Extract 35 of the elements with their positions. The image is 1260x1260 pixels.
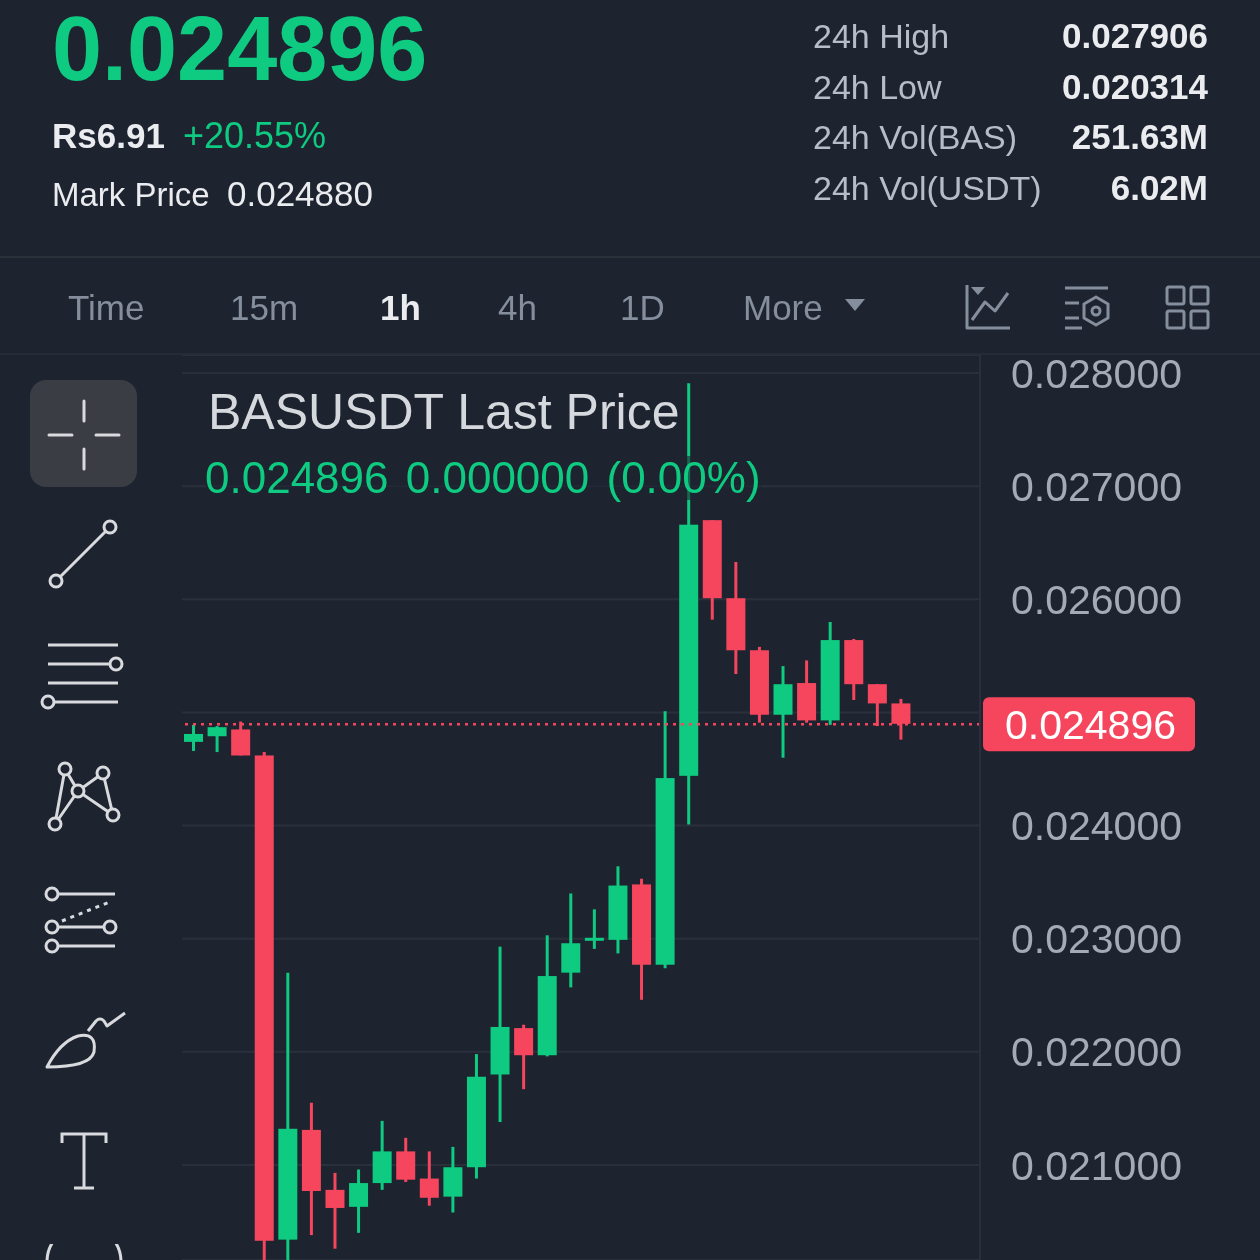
text: 24h Vol(BAS) — [813, 118, 1018, 157]
ref-line-label: 0.024896 — [1005, 701, 1177, 748]
y-tick-label: 0.022000 — [1011, 1029, 1183, 1076]
candlestick — [349, 1169, 369, 1233]
text: 24h High — [813, 17, 950, 56]
text: 4h — [498, 288, 537, 328]
text: +20.55% — [183, 114, 327, 156]
text: 0.024896 0.000000 (0.00%) — [205, 453, 761, 502]
text: 1D — [620, 288, 665, 328]
text: 0.024896 — [52, 0, 428, 99]
text: 0.024880 — [227, 174, 373, 214]
candlestick — [184, 723, 203, 751]
y-tick-label: 0.021000 — [1011, 1142, 1183, 1189]
text: More — [743, 288, 823, 328]
y-tick-label: 0.028000 — [1011, 350, 1183, 397]
text: 0.020314 — [1062, 67, 1208, 107]
text: 0.027906 — [1062, 16, 1208, 56]
candlestick — [325, 1171, 345, 1249]
text: 24h Low — [813, 68, 942, 107]
y-tick-label: 0.027000 — [1011, 463, 1183, 510]
text: 251.63M — [1071, 117, 1208, 157]
text: Mark Price — [52, 176, 210, 214]
y-tick-label: 0.024000 — [1011, 803, 1183, 850]
text: Rs6.91 — [52, 116, 165, 156]
text: 1h — [380, 288, 421, 328]
text: 6.02M — [1110, 168, 1208, 208]
candlestick — [584, 909, 604, 949]
y-tick-label: 0.026000 — [1011, 576, 1183, 623]
y-tick-label: 0.023000 — [1011, 916, 1183, 963]
text: Time — [68, 288, 145, 328]
candlestick — [207, 726, 227, 754]
text: BASUSDT Last Price — [208, 384, 680, 440]
text: 15m — [230, 288, 299, 328]
candlestick — [419, 1151, 439, 1206]
text: 24h Vol(USDT) — [813, 169, 1042, 208]
